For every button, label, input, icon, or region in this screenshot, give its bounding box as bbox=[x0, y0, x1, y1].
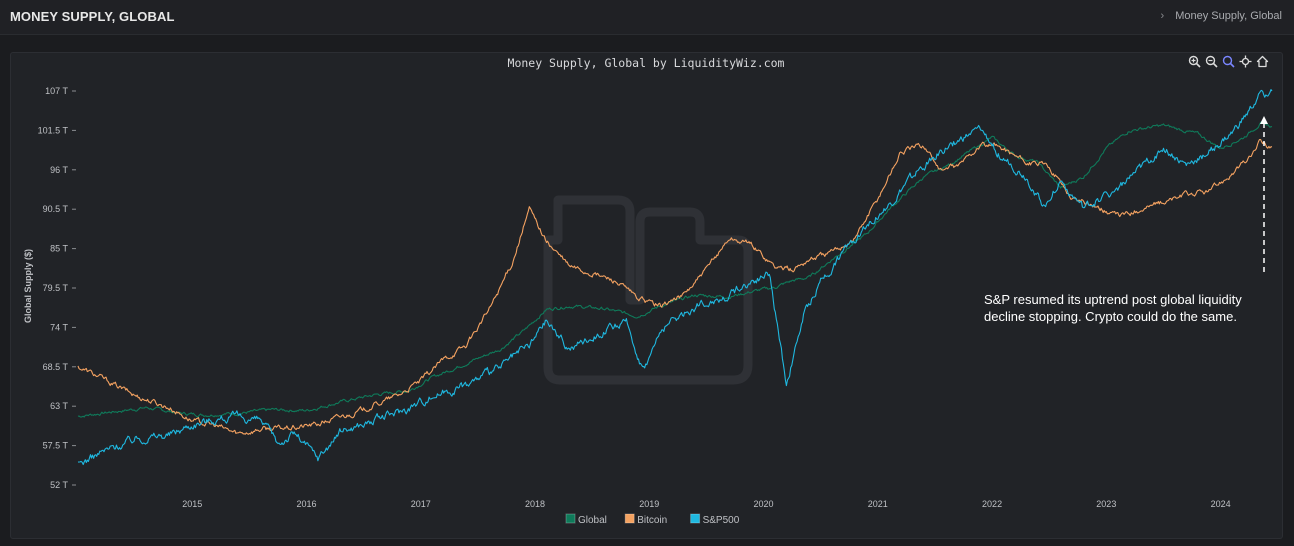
legend-swatch bbox=[690, 513, 701, 524]
y-tick-label: 79.5 T bbox=[43, 283, 69, 293]
legend-item[interactable]: Bitcoin bbox=[624, 513, 667, 526]
annotation-text: S&P resumed its uptrend post global liqu… bbox=[984, 292, 1242, 324]
annotation-arrow bbox=[1260, 116, 1268, 272]
chevron-right-icon: › bbox=[1160, 10, 1165, 22]
home-icon[interactable] bbox=[1255, 54, 1269, 68]
watermark-logo bbox=[543, 195, 753, 385]
y-tick-label: 96 T bbox=[50, 165, 68, 175]
y-tick-label: 90.5 T bbox=[43, 204, 69, 214]
x-tick-label: 2020 bbox=[754, 499, 774, 509]
y-tick-label: 52 T bbox=[50, 480, 68, 490]
zoom-in-icon[interactable] bbox=[1187, 54, 1201, 68]
legend-label: S&P500 bbox=[703, 515, 740, 526]
x-tick-label: 2015 bbox=[182, 499, 202, 509]
chart-panel bbox=[10, 52, 1283, 539]
y-tick-label: 107 T bbox=[45, 86, 68, 96]
y-tick-label: 74 T bbox=[50, 322, 68, 332]
pan-icon[interactable] bbox=[1238, 54, 1252, 68]
magnifier-icon[interactable] bbox=[1221, 54, 1235, 68]
x-tick-label: 2019 bbox=[639, 499, 659, 509]
y-tick-label: 85 T bbox=[50, 244, 68, 254]
legend-label: Bitcoin bbox=[637, 515, 667, 526]
legend-label: Global bbox=[578, 515, 607, 526]
legend-swatch bbox=[565, 513, 576, 524]
y-tick-label: 63 T bbox=[50, 401, 68, 411]
y-tick-label: 101.5 T bbox=[38, 125, 69, 135]
y-tick-label: 57.5 T bbox=[43, 441, 69, 451]
y-axis: 107 T 101.5 T 96 T 90.5 T 85 T 79.5 T 74 T 68.5… bbox=[38, 86, 76, 490]
page-title: MONEY SUPPLY, GLOBAL bbox=[10, 9, 175, 24]
x-tick-label: 2021 bbox=[868, 499, 888, 509]
y-axis-label: Global Supply ($) bbox=[23, 249, 33, 323]
chart-title: Money Supply, Global by LiquidityWiz.com bbox=[508, 56, 785, 70]
breadcrumb: › Money Supply, Global bbox=[1160, 10, 1282, 22]
y-tick-label: 68.5 T bbox=[43, 362, 69, 372]
legend: Global Bitcoin S&P500 bbox=[565, 513, 740, 526]
x-tick-label: 2018 bbox=[525, 499, 545, 509]
x-tick-label: 2024 bbox=[1211, 499, 1231, 509]
top-bar: MONEY SUPPLY, GLOBAL › Money Supply, Glo… bbox=[0, 0, 1294, 35]
chart-toolbar bbox=[1187, 54, 1269, 70]
breadcrumb-current[interactable]: Money Supply, Global bbox=[1175, 10, 1282, 22]
legend-swatch bbox=[624, 513, 635, 524]
zoom-out-icon[interactable] bbox=[1204, 54, 1218, 68]
x-axis: 2015 2016 2017 2018 2019 2020 2021 2022 2023 2024 bbox=[182, 499, 1230, 509]
series-line-sp500[interactable] bbox=[77, 89, 1273, 466]
legend-item[interactable]: S&P500 bbox=[690, 513, 740, 526]
x-tick-label: 2022 bbox=[982, 499, 1002, 509]
x-tick-label: 2023 bbox=[1096, 499, 1116, 509]
series-layer bbox=[77, 89, 1273, 466]
legend-item[interactable]: Global bbox=[565, 513, 607, 526]
series-line-global[interactable] bbox=[77, 121, 1273, 418]
series-line-bitcoin[interactable] bbox=[77, 138, 1273, 435]
x-tick-label: 2016 bbox=[297, 499, 317, 509]
x-tick-label: 2017 bbox=[411, 499, 431, 509]
